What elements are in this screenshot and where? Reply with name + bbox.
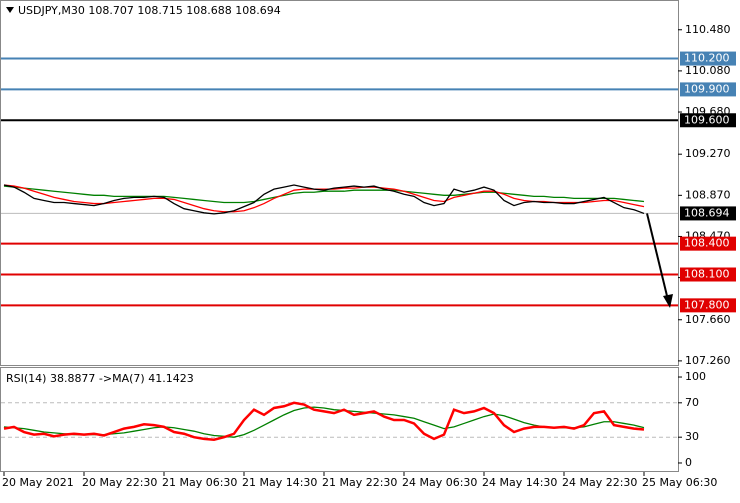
y-tick-label: 107.260: [685, 354, 731, 367]
arrow: [646, 213, 669, 301]
x-tick-label: 24 May 06:30: [402, 476, 477, 489]
y-tick-label: 100: [685, 370, 706, 383]
level-label: 109.900: [684, 82, 730, 95]
level-label-box: [680, 298, 736, 313]
rsi-title: RSI(14) 38.8877 ->MA(7) 41.1423: [6, 372, 194, 385]
last-price-label: 108.694: [684, 206, 730, 219]
series-line: [3, 184, 645, 215]
y-tick-label: 30: [685, 430, 699, 443]
level-label: 108.400: [684, 237, 730, 250]
level-label: 109.600: [684, 113, 730, 126]
rsi-panel: [0, 367, 679, 472]
level-label-box: [680, 113, 736, 128]
y-tick-label: 109.270: [685, 147, 731, 160]
level-label: 108.100: [684, 268, 730, 281]
level-label-box: [680, 236, 736, 251]
level-label-box: [680, 51, 736, 66]
y-tick-label: 108.870: [685, 188, 731, 201]
last-price-box: [680, 206, 736, 221]
y-tick-label: 0: [685, 456, 692, 469]
y-tick-label: 70: [685, 396, 699, 409]
chart-title: USDJPY,M30 108.707 108.715 108.688 108.6…: [18, 4, 281, 17]
x-tick-label: 21 May 06:30: [162, 476, 237, 489]
level-label-box: [680, 267, 736, 282]
level-label: 107.800: [684, 298, 730, 311]
x-tick-label: 25 May 06:30: [642, 476, 717, 489]
x-tick-label: 20 May 2021: [2, 476, 74, 489]
level-label: 110.200: [684, 52, 730, 65]
x-tick-label: 20 May 22:30: [82, 476, 157, 489]
x-tick-label: 24 May 14:30: [482, 476, 557, 489]
level-label-box: [680, 82, 736, 97]
arrow-head: [663, 294, 673, 308]
x-tick-label: 21 May 22:30: [322, 476, 397, 489]
series-line: [3, 185, 645, 204]
menu-icon: [6, 7, 14, 13]
price-panel: [0, 0, 679, 366]
y-tick-label: 110.480: [685, 23, 731, 36]
series-line: [3, 401, 645, 442]
y-tick-label: 110.080: [685, 64, 731, 77]
y-tick-label: 107.660: [685, 313, 731, 326]
x-tick-label: 24 May 22:30: [562, 476, 637, 489]
x-tick-label: 21 May 14:30: [242, 476, 317, 489]
